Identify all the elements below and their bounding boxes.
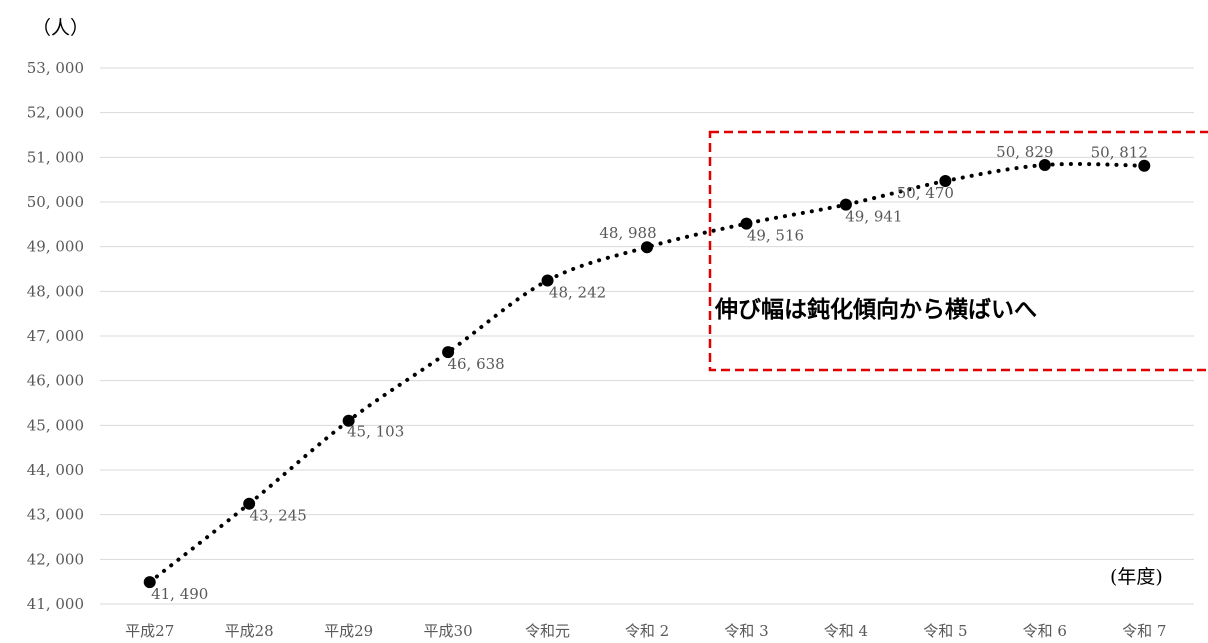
data-point (541, 274, 554, 287)
data-point (143, 576, 156, 589)
data-point (243, 497, 256, 510)
data-point (839, 198, 852, 211)
x-axis-ticks: 平成27 平成28 平成29 平成30 令和元 令和 2 令和 3 令和 4 令和 5 令和 6 令… (125, 622, 1166, 640)
data-label: 50, 812 (1091, 144, 1148, 162)
series-line-path (147, 161, 1147, 585)
y-axis-unit-label: （人） (32, 17, 89, 39)
data-point (1138, 159, 1151, 172)
data-label: 48, 242 (549, 284, 606, 302)
x-tick-label: 平成30 (424, 622, 473, 640)
data-point (442, 346, 455, 359)
x-tick-label: 平成28 (225, 622, 274, 640)
data-label: 49, 516 (747, 227, 804, 245)
y-tick-label: 50, 000 (27, 193, 84, 211)
y-tick-label: 46, 000 (27, 372, 84, 390)
data-labels: 41, 490 43, 245 45, 103 46, 638 48, 242 48, 9… (151, 143, 1148, 603)
data-label: 48, 988 (599, 224, 656, 242)
y-tick-label: 49, 000 (27, 238, 84, 256)
data-label: 43, 245 (250, 507, 307, 525)
annotation-dashed-box (708, 130, 1208, 372)
annotation: 伸び幅は鈍化傾向から横ばいへ (708, 130, 1208, 372)
data-point (342, 414, 355, 427)
y-tick-label: 43, 000 (27, 506, 84, 524)
y-tick-label: 45, 000 (27, 416, 84, 434)
series-line (147, 161, 1147, 585)
y-tick-label: 52, 000 (27, 104, 84, 122)
x-tick-label: 令和 2 (625, 622, 669, 640)
y-tick-label: 42, 000 (27, 550, 84, 568)
x-tick-label: 令和 7 (1122, 622, 1166, 640)
data-point (939, 175, 952, 188)
data-point (641, 241, 653, 254)
x-tick-label: 令和 3 (724, 622, 768, 640)
data-label: 50, 829 (996, 143, 1053, 161)
data-label: 45, 103 (347, 423, 404, 441)
gridlines (100, 67, 1194, 605)
data-point (740, 217, 753, 230)
data-label: 49, 941 (845, 208, 902, 226)
x-tick-label: 令和 4 (824, 622, 868, 640)
data-label: 50, 470 (897, 184, 954, 202)
x-tick-label: 平成29 (324, 622, 373, 640)
x-tick-label: 平成27 (125, 622, 174, 640)
y-tick-label: 51, 000 (27, 148, 84, 166)
y-tick-label: 53, 000 (27, 59, 84, 77)
x-tick-label: 令和 6 (1023, 622, 1067, 640)
y-tick-label: 48, 000 (27, 282, 84, 300)
y-axis-ticks: 41, 000 42, 000 43, 000 44, 000 45, 000 46, 0… (27, 59, 84, 613)
y-tick-label: 41, 000 (27, 595, 84, 613)
data-label: 46, 638 (447, 355, 504, 373)
annotation-text: 伸び幅は鈍化傾向から横ばいへ (714, 296, 1037, 323)
x-axis-unit-label: (年度) (1110, 566, 1163, 588)
y-tick-label: 44, 000 (27, 461, 84, 479)
x-tick-label: 令和元 (525, 622, 570, 640)
data-point (1038, 158, 1051, 171)
data-label: 41, 490 (151, 585, 208, 603)
y-tick-label: 47, 000 (27, 327, 84, 345)
data-points (143, 158, 1151, 589)
x-tick-label: 令和 5 (923, 622, 967, 640)
